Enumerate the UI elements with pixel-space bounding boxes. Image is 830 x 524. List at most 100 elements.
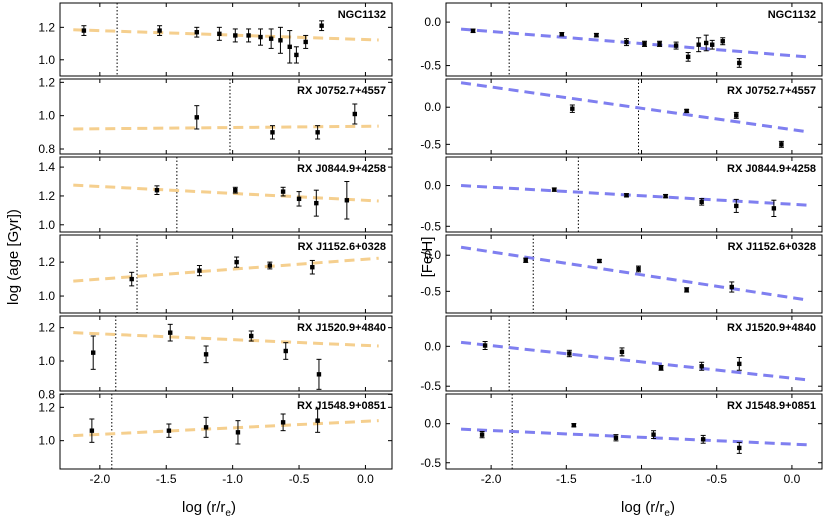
- point-marker: [479, 432, 485, 437]
- point-marker: [737, 445, 742, 451]
- left-panel-3-fit-line: [73, 183, 379, 203]
- point-marker: [696, 42, 701, 47]
- left-panel-1-fit-line: [73, 28, 379, 42]
- left-panel-2-frame: [59, 78, 393, 155]
- point-marker: [657, 41, 662, 47]
- data-point: [523, 257, 529, 263]
- data-point: [571, 423, 577, 428]
- point-marker: [315, 130, 320, 135]
- right-panel-5-name-label: RX J1520.9+4840: [727, 322, 816, 334]
- data-point: [479, 431, 485, 439]
- data-point: [287, 30, 293, 64]
- right-panel-6-fit-line: [460, 427, 808, 447]
- point-marker: [619, 349, 625, 355]
- data-point: [673, 41, 679, 50]
- data-point: [703, 34, 709, 52]
- data-point: [296, 191, 302, 207]
- right-panel-4-name-label: RX J1152.6+0328: [728, 241, 816, 253]
- data-point: [566, 349, 572, 358]
- data-point: [258, 28, 264, 46]
- point-marker: [168, 330, 173, 335]
- point-marker: [166, 428, 172, 433]
- left-x-tick-label: -1.5: [156, 472, 177, 486]
- right-x-tick-label: -1.0: [631, 472, 652, 486]
- point-marker: [81, 28, 87, 33]
- data-point: [569, 104, 575, 113]
- data-point: [81, 25, 87, 36]
- data-point: [709, 39, 715, 50]
- data-point: [268, 28, 274, 49]
- point-marker: [720, 39, 725, 44]
- data-point: [246, 28, 252, 43]
- left-panel-4-name-label: RX J1152.6+0328: [298, 241, 386, 253]
- left-x-tick-label: -1.0: [222, 472, 243, 486]
- data-point: [277, 26, 283, 54]
- data-point: [699, 361, 705, 371]
- right-panel-6-name-label: RX J1548.9+0851: [727, 400, 816, 412]
- data-point: [293, 46, 299, 64]
- point-marker: [235, 430, 241, 435]
- right-panel-3-fit-line: [460, 184, 808, 207]
- left-panel-5-fit-line: [73, 331, 379, 348]
- data-point: [684, 287, 690, 293]
- data-point: [280, 186, 286, 197]
- data-point: [658, 364, 664, 371]
- point-marker: [482, 343, 488, 348]
- point-marker: [344, 198, 350, 203]
- data-point: [778, 140, 784, 148]
- point-marker: [729, 284, 734, 290]
- point-marker: [624, 193, 629, 198]
- right-panel-4-y-tick-label: -0.5: [420, 284, 441, 298]
- right-panel-3-frame: [445, 156, 823, 233]
- left-panel-4-fit-line: [73, 256, 379, 283]
- data-point: [642, 40, 648, 47]
- right-panel-6-y-tick-label: -0.5: [420, 456, 441, 470]
- left-panel-6-fit-line: [73, 419, 379, 438]
- data-point: [344, 181, 350, 220]
- right-panel-6: -2.0 -1.5 -1.0 -0.5 0.0 0.0 -0.5 RX J1548.9+085…: [420, 393, 823, 486]
- data-point: [700, 434, 706, 444]
- left-panel-1-y-tick-label: 1.0: [38, 53, 55, 67]
- data-point: [623, 193, 629, 198]
- left-x-tick-label: -0.5: [289, 472, 310, 486]
- point-marker: [642, 41, 647, 47]
- right-panel-1-frame: [445, 2, 823, 77]
- point-marker: [594, 32, 599, 38]
- point-marker: [703, 40, 709, 46]
- left-panel-4-frame: [59, 234, 393, 314]
- point-marker: [310, 265, 315, 270]
- point-marker: [129, 276, 134, 282]
- data-point: [89, 418, 95, 443]
- data-point: [470, 28, 476, 34]
- data-point: [619, 347, 625, 357]
- point-marker: [658, 365, 664, 371]
- data-point: [736, 441, 742, 454]
- right-panel-1: 0.0 -0.5 NGC1132: [420, 2, 823, 77]
- data-point: [203, 345, 209, 364]
- left-panel-5-y-tick-label: 1.0: [38, 354, 55, 368]
- right-panel-3-name-label: RX J0844.9+4258: [727, 163, 816, 175]
- point-marker: [194, 30, 199, 35]
- point-marker: [319, 23, 324, 28]
- point-marker: [636, 266, 641, 272]
- right-panel-2: 0.0 -0.5 RX J0752.7+4557: [420, 78, 823, 155]
- right-panel-1-fit-line: [460, 27, 808, 59]
- data-point: [685, 52, 691, 62]
- data-point: [315, 408, 321, 433]
- left-panel-3-name-label: RX J0844.9+4258: [297, 163, 386, 175]
- point-marker: [314, 200, 319, 206]
- point-marker: [246, 33, 251, 38]
- data-point: [194, 105, 200, 130]
- point-marker: [283, 348, 288, 354]
- data-point: [316, 358, 322, 390]
- data-point: [736, 58, 742, 68]
- left-panel-5-frame: [59, 315, 393, 392]
- point-marker: [552, 187, 557, 192]
- point-marker: [737, 60, 742, 66]
- right-x-axis-label-close: ): [670, 499, 675, 516]
- point-marker: [685, 54, 691, 60]
- left-x-axis-label: log (r/re): [182, 499, 236, 519]
- data-point: [482, 341, 488, 351]
- right-panel-3-y-tick-label: -0.5: [420, 219, 441, 233]
- data-point: [593, 32, 599, 38]
